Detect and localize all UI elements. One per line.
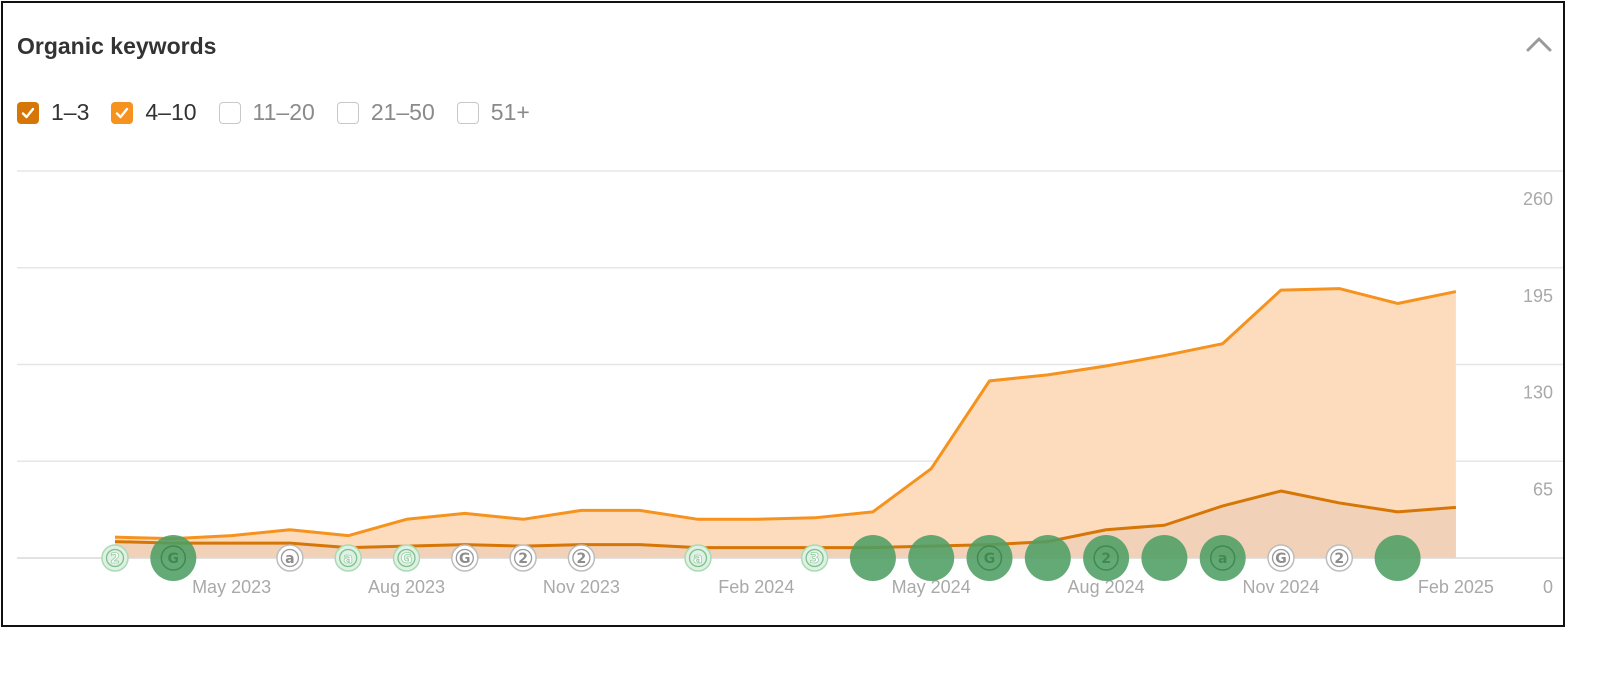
annotation-marker-ring	[976, 545, 1003, 571]
filter-11-20[interactable]: 11–20	[218, 99, 315, 126]
annotation-marker-label: G	[401, 551, 413, 567]
filter-11-20-checkbox[interactable]	[218, 101, 241, 124]
filter-21-50-checkbox[interactable]	[336, 101, 359, 124]
annotation-marker-label: 2	[518, 551, 528, 567]
annotation-marker-label: 2	[110, 551, 120, 567]
y-tick-label: 65	[1533, 479, 1553, 499]
x-tick-label: May 2024	[892, 577, 971, 597]
annotation-marker-ring	[105, 548, 125, 568]
x-tick-label: Nov 2023	[543, 577, 620, 597]
annotation-marker	[684, 544, 712, 572]
filter-51-plus[interactable]: 51+	[456, 99, 530, 126]
check-icon	[116, 107, 129, 118]
x-tick-label: May 2023	[192, 577, 271, 597]
annotation-marker-big	[966, 535, 1013, 581]
annotation-marker-label: 2	[577, 551, 587, 567]
annotation-marker-ring	[572, 548, 591, 568]
annotation-marker	[1267, 544, 1295, 572]
annotation-marker-big	[908, 535, 955, 581]
annotation-marker	[509, 544, 537, 572]
annotation-marker-label: G	[459, 551, 471, 567]
y-tick-label: 0	[1543, 577, 1553, 597]
chevron-up-icon	[1526, 37, 1552, 52]
annotation-marker-ring	[688, 548, 708, 568]
annotation-marker	[392, 544, 421, 572]
annotation-marker-big	[1141, 535, 1188, 581]
annotation-marker-ring	[513, 548, 533, 568]
annotation-marker-big	[1374, 535, 1421, 581]
annotation-marker-ring	[1093, 545, 1119, 571]
annotation-marker-label: a	[693, 551, 702, 567]
keywords-chart: 0 65 130 195 260 May 2023 Aug 2023 Nov 2023 Feb …	[17, 170, 1563, 597]
annotation-marker	[800, 544, 829, 572]
card-title: Organic keywords	[17, 33, 217, 59]
annotation-marker-label: 2	[1101, 551, 1111, 567]
filter-51-plus-checkbox[interactable]	[456, 101, 479, 124]
annotation-marker-label: 3	[810, 551, 820, 567]
annotation-marker-label: a	[343, 551, 352, 567]
x-tick-label: Feb 2025	[1418, 577, 1494, 597]
filter-21-50[interactable]: 21–50	[336, 99, 435, 126]
annotation-marker-label: a	[285, 551, 294, 567]
filter-51-plus-label: 51+	[490, 99, 530, 125]
x-tick-label: Aug 2023	[368, 577, 445, 597]
annotation-marker-ring	[1209, 545, 1236, 571]
annotation-marker	[567, 544, 596, 572]
collapse-button[interactable]	[1525, 33, 1553, 55]
annotation-marker-label: a	[1218, 551, 1227, 567]
x-tick-label: Nov 2024	[1242, 577, 1319, 597]
annotation-marker-ring	[1330, 548, 1349, 568]
annotation-marker-label: G	[1275, 551, 1287, 567]
annotation-marker-ring	[160, 545, 187, 571]
annotation-marker	[451, 544, 479, 572]
position-filters: 1–3 4–10 11–20 21–50 51+	[17, 99, 552, 126]
annotation-marker-ring	[280, 548, 300, 568]
y-tick-label: 130	[1523, 383, 1553, 403]
annotation-marker	[276, 544, 304, 572]
filter-4-10-checkbox[interactable]	[111, 101, 134, 124]
check-icon	[21, 107, 35, 118]
annotation-marker-ring	[339, 548, 358, 568]
filter-21-50-label: 21–50	[370, 99, 435, 125]
annotation-marker-ring	[805, 548, 824, 568]
annotation-marker-big	[1199, 535, 1246, 581]
y-tick-label: 260	[1523, 189, 1553, 209]
annotation-marker	[334, 544, 362, 572]
annotation-marker-big	[1024, 535, 1071, 581]
x-tick-label: Aug 2024	[1068, 577, 1145, 597]
series-4-10-line	[114, 287, 1457, 541]
annotation-marker-big	[1083, 535, 1130, 581]
annotation-marker	[101, 544, 129, 572]
annotation-marker-ring	[1271, 548, 1291, 568]
filter-1-3-label: 1–3	[51, 99, 90, 125]
annotation-marker-big	[150, 535, 197, 581]
annotation-marker	[1325, 544, 1354, 572]
series-4-10-area	[115, 288, 1456, 558]
filter-11-20-label: 11–20	[252, 99, 315, 125]
filter-4-10[interactable]: 4–10	[111, 99, 197, 126]
y-tick-label: 195	[1523, 286, 1553, 306]
annotation-marker-label: G	[984, 551, 996, 567]
annotation-marker-ring	[455, 548, 474, 568]
annotation-marker-label: G	[168, 551, 180, 567]
x-tick-label: Feb 2024	[718, 577, 794, 597]
filter-1-3-checkbox[interactable]	[17, 101, 39, 124]
series-1-3-line	[114, 489, 1457, 550]
filter-1-3[interactable]: 1–3	[17, 99, 89, 126]
annotation-marker-big	[849, 535, 896, 581]
annotation-marker-ring	[397, 548, 416, 568]
organic-keywords-card: Organic keywords 1–3 4–10 11–20	[1, 1, 1565, 627]
annotation-marker-label: 2	[1334, 551, 1344, 567]
filter-4-10-label: 4–10	[145, 99, 197, 125]
